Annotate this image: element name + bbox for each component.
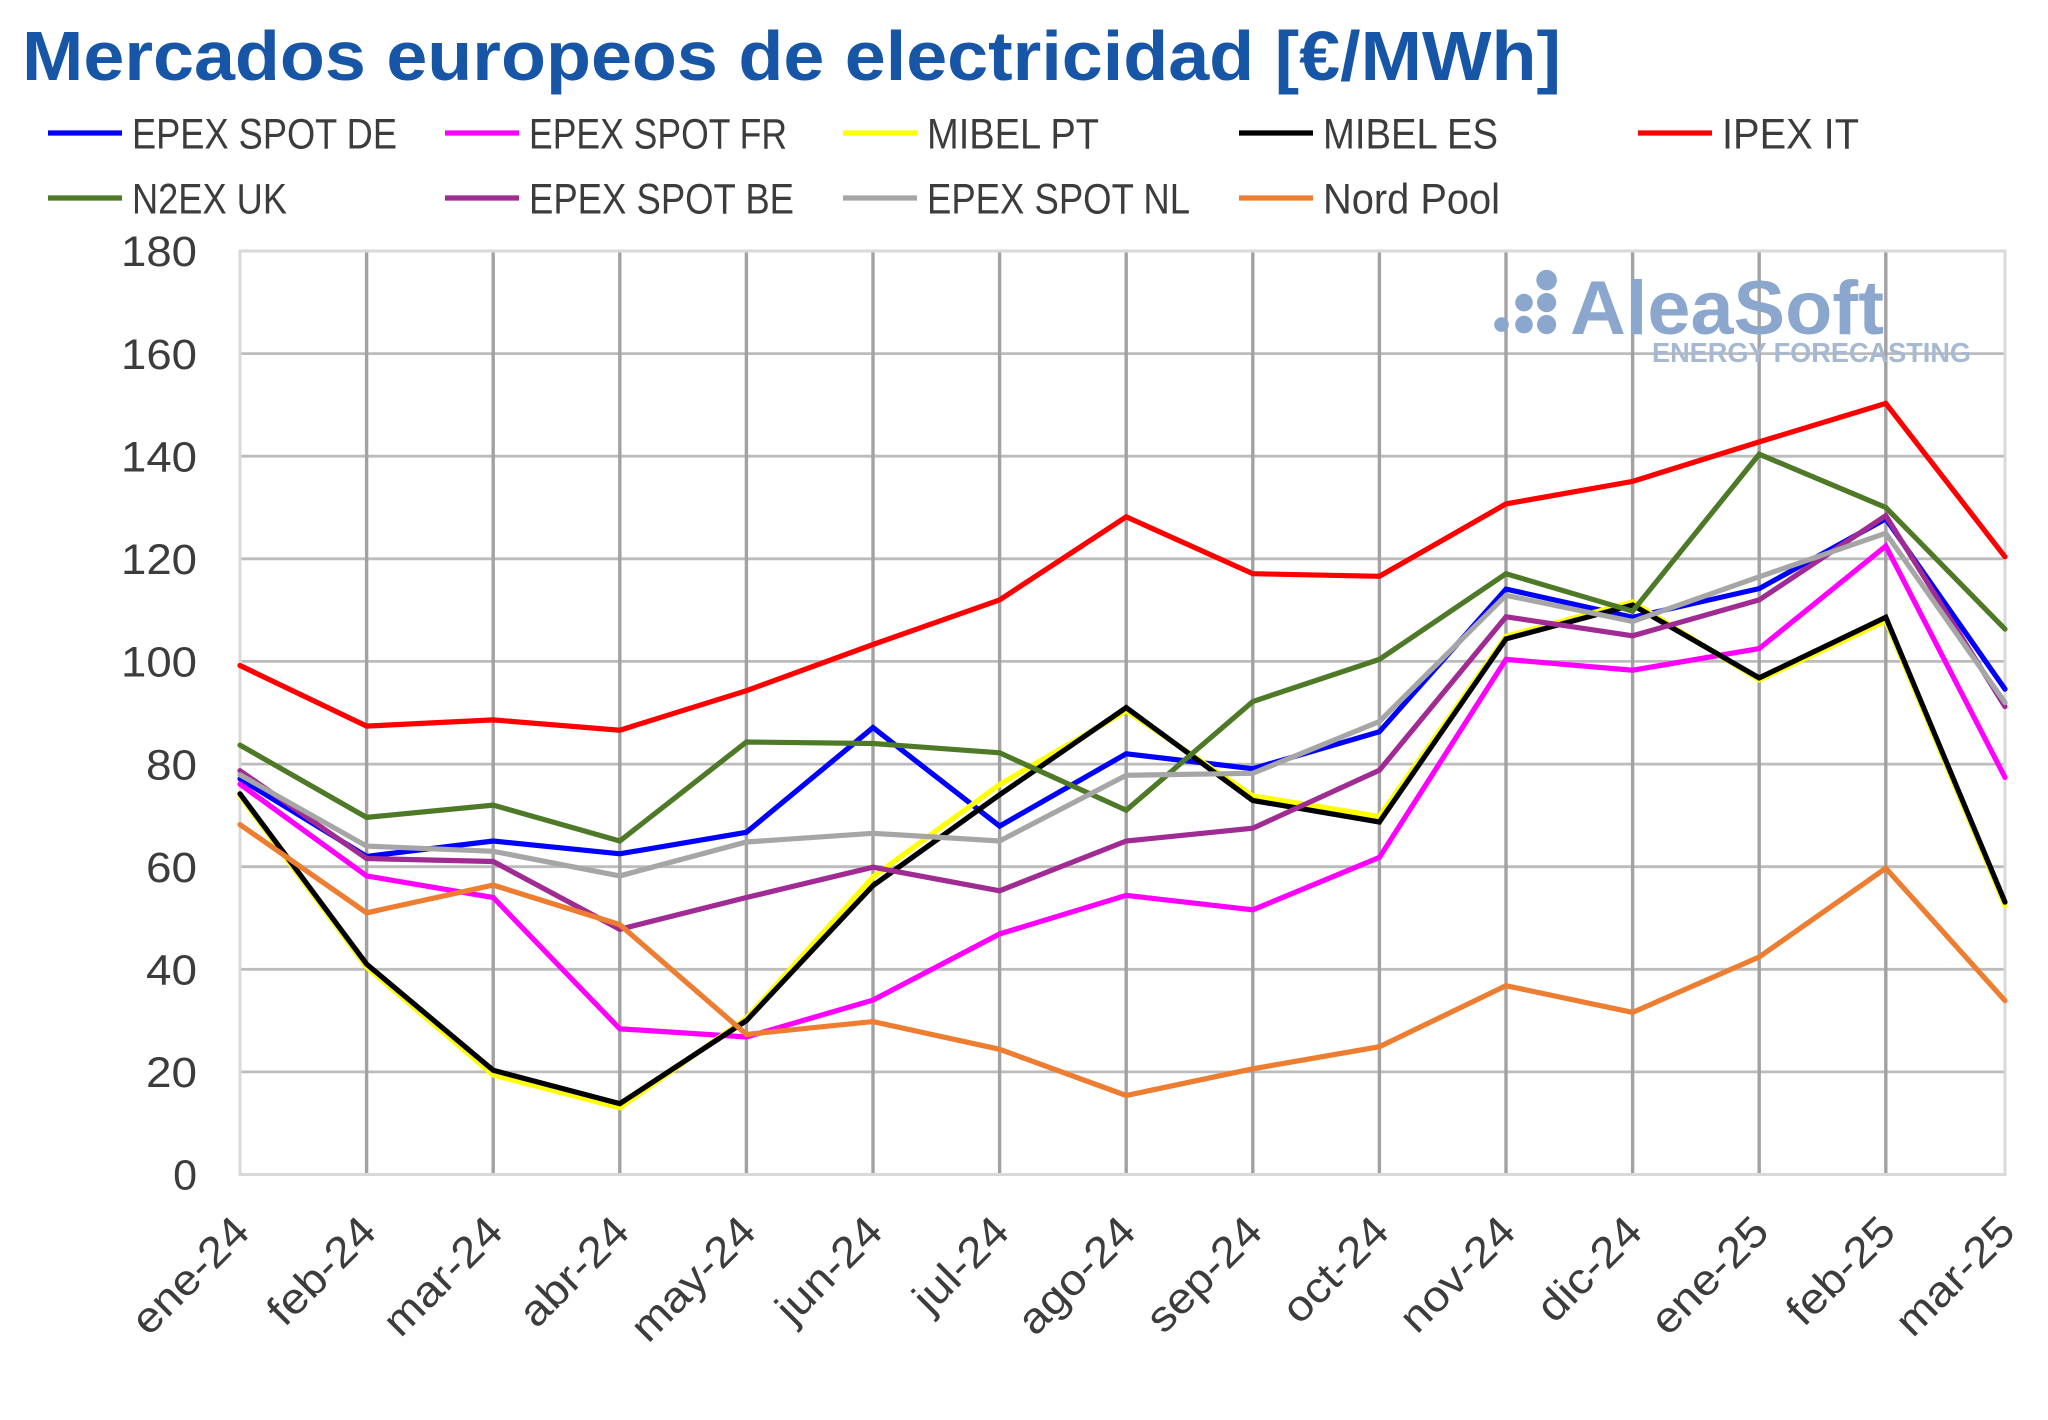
svg-text:Mercados europeos de electrici: Mercados europeos de electricidad [€/MWh…: [22, 17, 1561, 95]
svg-text:80: 80: [146, 741, 197, 789]
svg-text:MIBEL PT: MIBEL PT: [927, 111, 1099, 159]
svg-text:120: 120: [121, 536, 197, 584]
svg-text:N2EX UK: N2EX UK: [132, 176, 287, 224]
svg-text:60: 60: [146, 844, 197, 892]
svg-text:20: 20: [146, 1049, 197, 1097]
svg-text:160: 160: [121, 331, 197, 379]
svg-text:EPEX SPOT FR: EPEX SPOT FR: [529, 111, 787, 159]
svg-text:EPEX SPOT NL: EPEX SPOT NL: [927, 176, 1190, 224]
svg-text:140: 140: [121, 433, 197, 481]
svg-text:EPEX SPOT BE: EPEX SPOT BE: [529, 176, 794, 224]
svg-text:100: 100: [121, 639, 197, 687]
svg-text:Nord Pool: Nord Pool: [1323, 176, 1500, 224]
svg-text:ENERGY FORECASTING: ENERGY FORECASTING: [1652, 337, 1971, 368]
svg-text:EPEX SPOT DE: EPEX SPOT DE: [132, 111, 397, 159]
svg-text:MIBEL ES: MIBEL ES: [1323, 111, 1498, 159]
svg-text:0: 0: [173, 1152, 197, 1200]
svg-text:180: 180: [121, 228, 197, 276]
svg-text:IPEX IT: IPEX IT: [1722, 111, 1859, 159]
svg-text:40: 40: [146, 947, 197, 995]
svg-text:AleaSoft: AleaSoft: [1570, 266, 1884, 351]
